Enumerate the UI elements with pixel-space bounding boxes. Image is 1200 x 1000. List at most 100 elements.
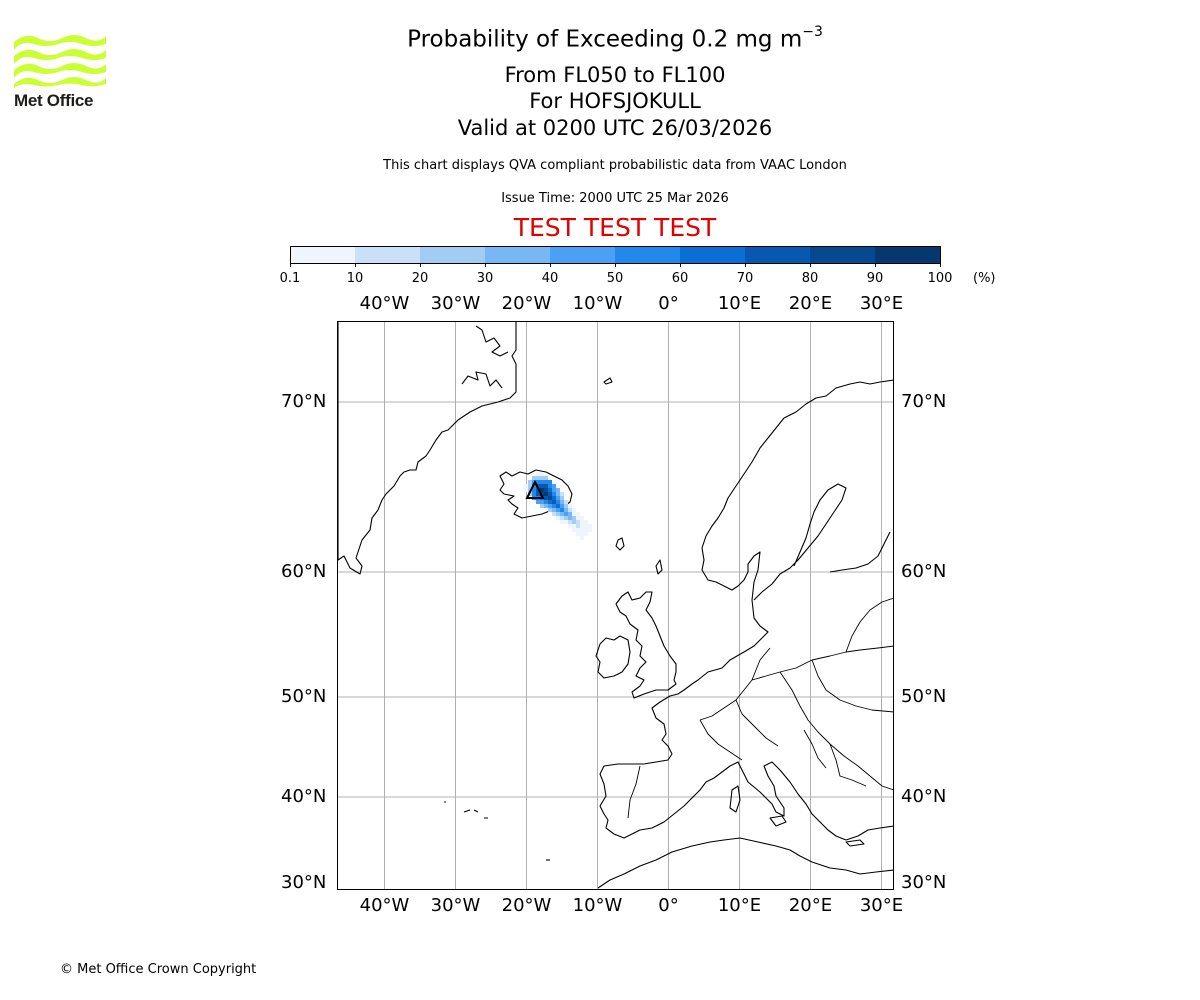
colorbar-tick (550, 263, 551, 267)
ash-probability-cell (540, 484, 544, 488)
colorbar-tick (615, 263, 616, 267)
ash-probability-cell (584, 532, 588, 536)
ash-probability-cell (572, 516, 576, 520)
ash-probability-cell (560, 520, 564, 524)
colorbar-tick-label: 0.1 (279, 271, 301, 286)
ash-probability-cell (552, 512, 556, 516)
colorbar-tick-label: 40 (541, 271, 559, 286)
title-text: Probability of Exceeding 0.2 mg m (407, 26, 803, 53)
lon-label-top: 40°W (359, 293, 410, 314)
ash-probability-cell (564, 500, 568, 504)
ash-probability-cell (584, 524, 588, 528)
lon-label-bottom: 30°W (430, 895, 481, 916)
ash-probability-cell (536, 500, 540, 504)
ash-probability-cell (544, 484, 548, 488)
ash-probability-cell (548, 480, 552, 484)
ash-probability-cell (540, 480, 544, 484)
colorbar-segment (290, 246, 356, 263)
colorbar-tick (810, 263, 811, 267)
ireland-coast (595, 635, 631, 679)
map-frame (337, 321, 894, 890)
colorbar-tick-label: 100 (927, 271, 953, 286)
ash-probability-cell (548, 488, 552, 492)
ash-probability-cell (580, 520, 584, 524)
north-africa-coast (597, 837, 895, 889)
map-background (337, 321, 894, 890)
ash-probability-cell (564, 512, 568, 516)
ash-probability-cell (544, 476, 548, 480)
ash-probability-cell (588, 524, 592, 528)
ash-probability-cell (544, 492, 548, 496)
ash-probability-cell (536, 492, 540, 496)
ash-probability-cell (532, 488, 536, 492)
ash-probability-cell (560, 508, 564, 512)
ash-probability-cell (568, 504, 572, 508)
ash-probability-cell (560, 496, 564, 500)
copyright: © Met Office Crown Copyright (60, 962, 257, 977)
ash-probability-cell (532, 492, 536, 496)
ash-probability-cell (548, 508, 552, 512)
ash-probability-cell (540, 500, 544, 504)
ash-probability-cell (580, 524, 584, 528)
lat-label-left: 50°N (281, 686, 327, 707)
lat-label-left: 70°N (281, 391, 327, 412)
ash-probability-cell (544, 504, 548, 508)
colorbar-tick (485, 263, 486, 267)
colorbar-tick-label: 80 (801, 271, 819, 286)
ash-probability-cell (572, 512, 576, 516)
sardinia (729, 785, 741, 813)
colorbar-tick-label: 90 (866, 271, 884, 286)
lat-label-right: 60°N (901, 561, 947, 582)
ash-probability-cell (584, 520, 588, 524)
greenland-fjord-1 (475, 325, 509, 357)
ash-probability-cell (540, 504, 544, 508)
ash-probability-cell (556, 512, 560, 516)
colorbar-segment (550, 246, 616, 263)
ash-probability-cell (552, 488, 556, 492)
lon-label-bottom: 30°E (859, 895, 904, 916)
ash-probability-cell (584, 528, 588, 532)
ash-probability-cell (572, 528, 576, 532)
lat-label-right: 40°N (901, 786, 947, 807)
colorbar-unit: (%) (973, 271, 996, 286)
ash-probability-cell (560, 504, 564, 508)
lon-label-bottom: 0° (658, 895, 679, 916)
ash-probability-cell (528, 484, 532, 488)
lat-label-right: 70°N (901, 391, 947, 412)
colorbar-segment (745, 246, 811, 263)
colorbar-tick-label: 30 (476, 271, 494, 286)
colorbar-segment (420, 246, 486, 263)
ash-probability-cell (576, 528, 580, 532)
ash-probability-cell (552, 492, 556, 496)
ash-probability-cell (580, 516, 584, 520)
ash-probability-cell (556, 488, 560, 492)
lon-label-top: 30°W (430, 293, 481, 314)
ash-probability-cell (576, 532, 580, 536)
colorbar-tick (680, 263, 681, 267)
ash-probability-cell (580, 532, 584, 536)
ash-probability-cell (556, 508, 560, 512)
ash-probability-cell (544, 480, 548, 484)
ash-probability-cell (536, 472, 540, 476)
gridlines (338, 322, 893, 889)
ash-plume (524, 472, 592, 540)
lat-label-right: 30°N (901, 872, 947, 893)
ash-probability-cell (548, 492, 552, 496)
title-exponent: −3 (802, 24, 823, 40)
test-banner: TEST TEST TEST (513, 213, 717, 242)
ash-probability-cell (552, 504, 556, 508)
flight-levels: From FL050 to FL100 (504, 63, 726, 87)
colorbar-tick (355, 263, 356, 267)
ash-probability-cell (544, 500, 548, 504)
ash-probability-cell (560, 492, 564, 496)
ash-probability-cell (552, 496, 556, 500)
azores (444, 801, 488, 819)
met-office-wave-icon (14, 35, 106, 88)
lon-label-bottom: 20°E (788, 895, 833, 916)
greenland-coast (337, 322, 517, 575)
ash-probability-cell (556, 504, 560, 508)
ash-probability-cell (580, 528, 584, 532)
ash-probability-cell (572, 520, 576, 524)
colorbar-tick-label: 60 (671, 271, 689, 286)
